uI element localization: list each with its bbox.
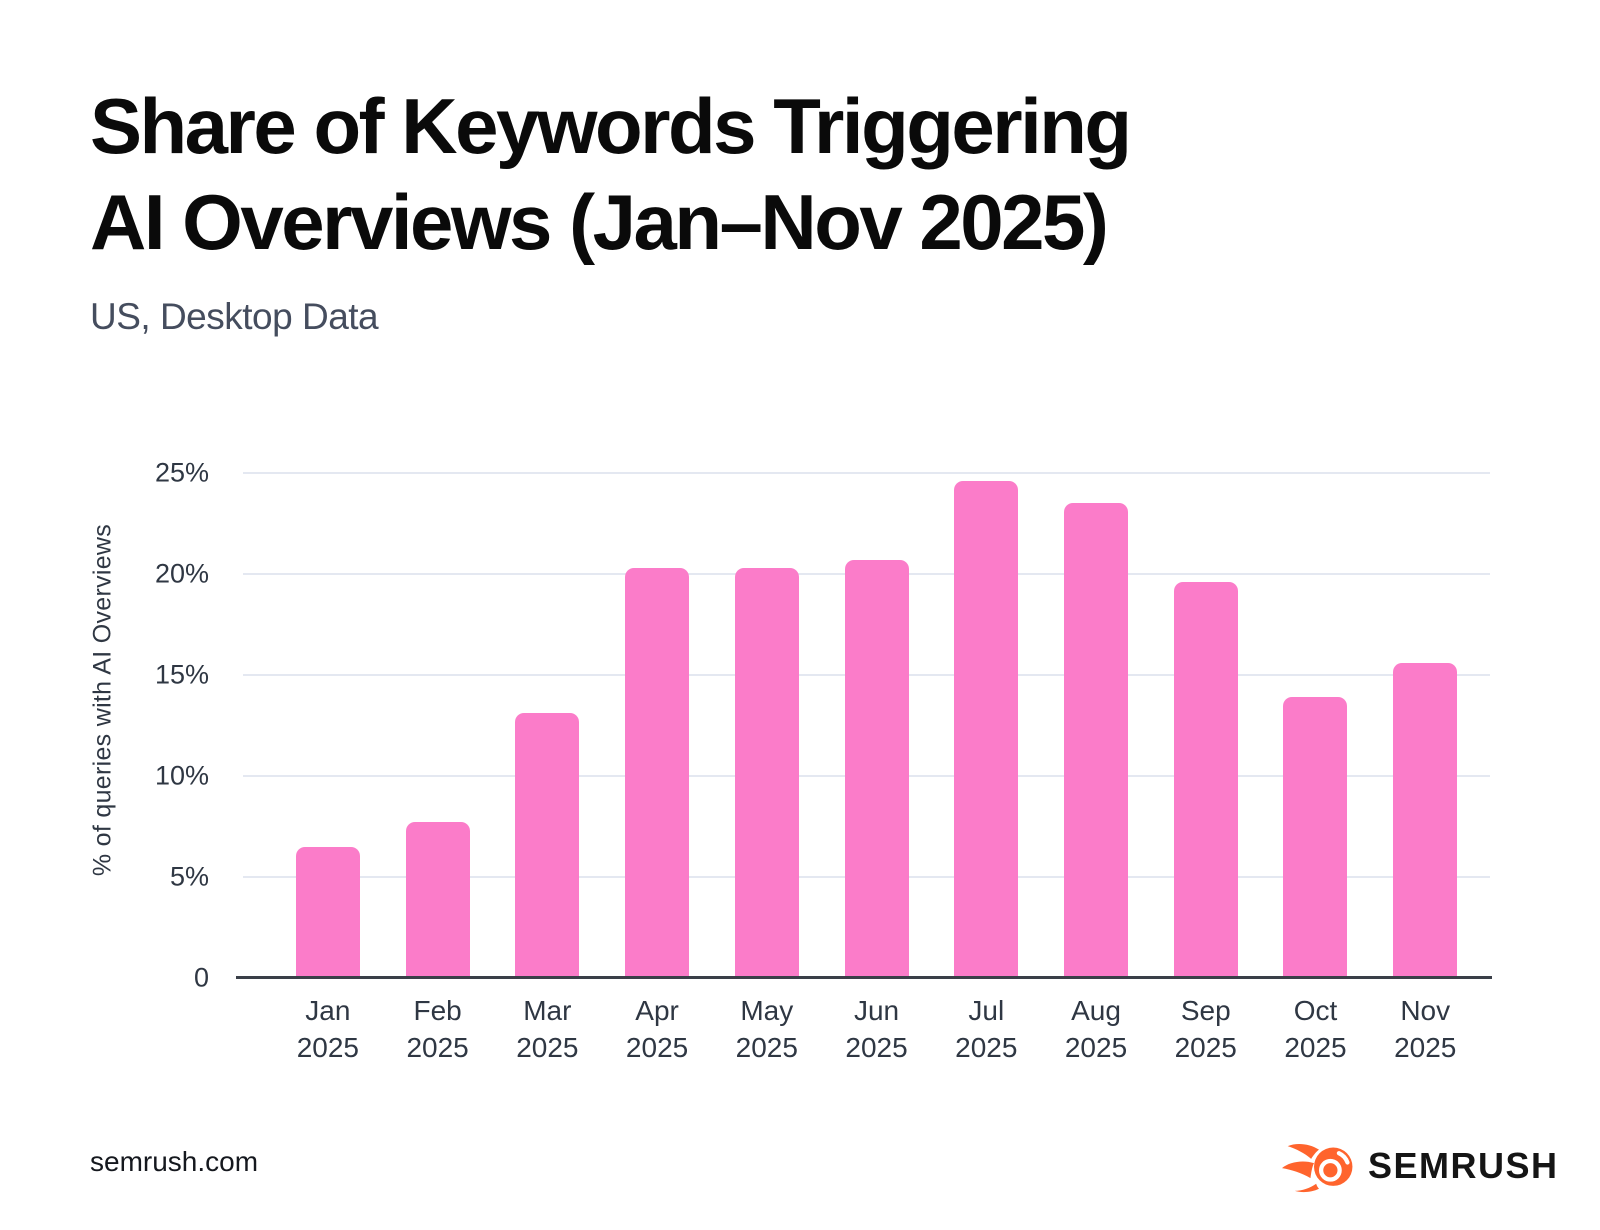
bar-column-oct [1261, 473, 1371, 978]
semrush-fireball-icon [1282, 1139, 1356, 1193]
x-axis-label-aug: Aug 2025 [1064, 995, 1128, 1063]
x-axis-label-jul: Jul 2025 [955, 995, 1018, 1063]
x-axis-line [236, 976, 1492, 979]
page-title-line1: Share of Keywords Triggering [90, 82, 1132, 170]
y-axis-tick-5: 5% [169, 861, 209, 892]
bars-row [243, 473, 1490, 978]
y-axis-tick-0: 0 [193, 962, 209, 993]
bar-column-jun [822, 473, 932, 978]
bar-jan [295, 846, 360, 978]
bar-nov [1393, 662, 1458, 978]
x-axis-labels: Jan 2025 Feb 2025 Mar 2025 Apr 2025 May 2025 Jun 20… [243, 992, 1490, 1066]
bar-column-feb [383, 473, 493, 978]
bar-may [734, 567, 799, 978]
page-title-line2: AI Overviews (Jan–Nov 2025) [90, 178, 1109, 266]
x-axis-label-feb: Feb 2025 [406, 995, 469, 1063]
y-axis-tick-20: 20% [154, 558, 209, 589]
bar-column-aug [1041, 473, 1151, 978]
bar-apr [625, 567, 690, 978]
bar-sep [1173, 582, 1238, 978]
plot-area [243, 472, 1490, 978]
bar-aug [1064, 503, 1128, 978]
footer-site-link: semrush.com [90, 1146, 259, 1177]
page-subtitle: US, Desktop Data [90, 296, 379, 337]
bar-column-jan [273, 473, 383, 978]
bar-column-jul [931, 473, 1041, 978]
bar-mar [515, 713, 580, 978]
y-axis-tick-25: 25% [154, 457, 209, 488]
bar-column-nov [1370, 473, 1480, 978]
bar-oct [1283, 697, 1348, 978]
semrush-logo-text: SEMRUSH [1368, 1145, 1559, 1186]
semrush-logo: SEMRUSH [1282, 1139, 1559, 1193]
y-axis-ticks: 0 5% 10% 15% 20% 25% [90, 458, 225, 993]
bar-column-sep [1151, 473, 1261, 978]
x-axis-label-oct: Oct 2025 [1284, 995, 1347, 1063]
x-axis-label-may: May 2025 [735, 995, 798, 1063]
x-axis-label-sep: Sep 2025 [1174, 995, 1237, 1063]
gridline-25 [243, 472, 1490, 474]
y-axis-tick-10: 10% [154, 760, 209, 791]
x-axis-label-mar: Mar 2025 [516, 995, 579, 1063]
x-axis-label-apr: Apr 2025 [625, 995, 689, 1063]
bar-column-apr [602, 473, 712, 978]
page-title: Share of Keywords Triggering AI Overview… [90, 78, 1132, 270]
bar-column-mar [492, 473, 602, 978]
y-axis-tick-15: 15% [154, 659, 209, 690]
x-axis-label-jun: Jun 2025 [845, 995, 908, 1063]
bar-column-may [712, 473, 822, 978]
bar-jul [954, 481, 1019, 978]
bar-jun [844, 559, 909, 978]
x-axis-label-nov: Nov 2025 [1394, 995, 1457, 1063]
x-axis-label-jan: Jan 2025 [296, 995, 360, 1063]
bar-feb [405, 822, 470, 978]
